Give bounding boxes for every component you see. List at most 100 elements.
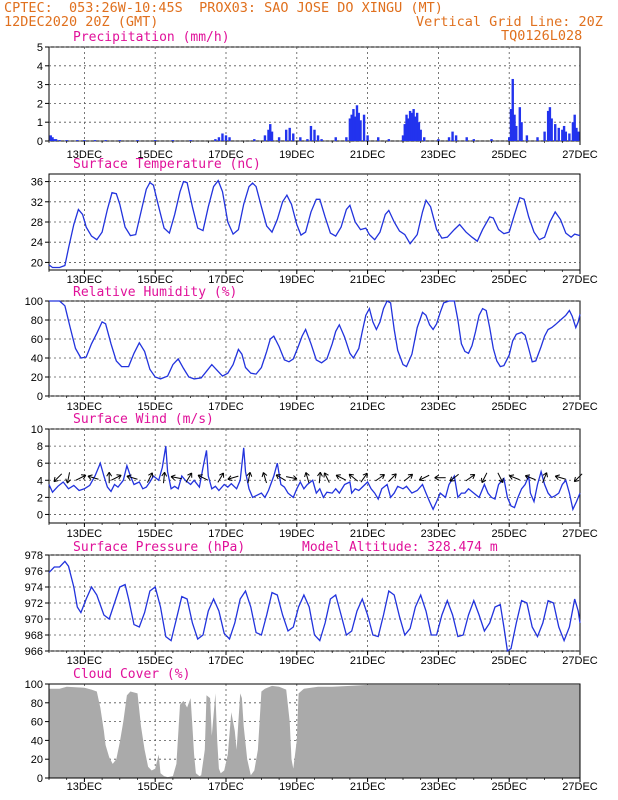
wind-arrow-head	[246, 471, 253, 477]
x-tick-label: 17DEC	[208, 401, 244, 413]
x-tick-label: 15DEC	[137, 781, 173, 793]
wind-arrow-head	[116, 474, 122, 480]
y-tick-label: 20	[31, 372, 43, 384]
precip-bar	[490, 139, 493, 141]
wind-arrow-head	[323, 472, 329, 478]
panel-3: 13DEC 15DEC 17DEC 19DEC 21DEC 23DEC 25DEC 27DEC…	[25, 285, 598, 413]
x-tick-label: 15DEC	[137, 655, 173, 667]
precip-bar	[362, 114, 366, 141]
precip-bar	[306, 139, 309, 141]
wind-arrow	[170, 476, 182, 480]
x-tick-label: 23DEC	[421, 655, 457, 667]
wind-arrow-head	[317, 471, 323, 477]
wind-arrow-head	[391, 473, 397, 479]
x-tick-label: 13DEC	[67, 274, 103, 286]
x-tick-label: 23DEC	[421, 401, 457, 413]
precip-bar	[267, 129, 270, 141]
precip-bar	[354, 116, 357, 141]
wind-arrow-head	[362, 472, 368, 478]
x-tick-label: 25DEC	[491, 149, 527, 161]
x-tick-label: 27DEC	[562, 149, 598, 161]
header-date: 12DEC2020 20Z (GMT)	[4, 14, 159, 30]
x-tick-label: 23DEC	[421, 781, 457, 793]
header-line1: CPTEC: 053:26W-10:45S PROX03: SAO JOSE D…	[4, 0, 443, 16]
wind-arrow	[555, 475, 566, 480]
wind-arrow	[185, 472, 193, 483]
precip-bar	[313, 129, 316, 141]
panel-6: 13DEC 15DEC 17DEC 19DEC 21DEC 23DEC 25DEC 27DEC…	[25, 667, 598, 793]
wind-arrow	[66, 472, 71, 484]
wind-arrow	[318, 472, 321, 484]
wind-arrow-head	[304, 472, 310, 478]
precip-bar	[49, 135, 52, 141]
panel-title: Relative Humidity (%)	[73, 285, 237, 300]
y-tick-label: 1	[37, 117, 43, 129]
precip-bar	[228, 137, 231, 141]
wind-arrow	[449, 473, 459, 482]
x-tick-label: 19DEC	[279, 655, 315, 667]
y-tick-label: 4	[37, 475, 43, 487]
wind-arrow	[126, 475, 138, 480]
wind-arrow	[285, 476, 297, 480]
y-tick-label: 968	[25, 630, 43, 642]
y-tick-label: 5	[37, 42, 43, 54]
panel-2: 13DEC 15DEC 17DEC 19DEC 21DEC 23DEC 25DEC 27DEC…	[31, 157, 598, 286]
y-tick-label: 0	[37, 509, 43, 521]
precip-bar	[407, 118, 410, 141]
panel-frame-top	[48, 683, 581, 779]
precip-bar	[76, 140, 79, 141]
series-line	[48, 179, 581, 269]
x-tick-label: 27DEC	[562, 781, 598, 793]
wind-arrow-head	[407, 473, 414, 479]
precip-bar	[171, 140, 175, 141]
wind-arrow-head	[81, 474, 87, 480]
wind-arrow	[388, 473, 397, 482]
precip-bar	[104, 140, 107, 141]
precip-bar	[93, 140, 97, 141]
x-tick-label: 21DEC	[350, 149, 386, 161]
wind-arrow-head	[379, 474, 385, 480]
precip-bar	[546, 110, 550, 141]
wind-arrow-head	[126, 474, 132, 481]
y-tick-label: 20	[31, 754, 43, 766]
y-tick-label: 974	[25, 582, 43, 594]
x-tick-label: 19DEC	[279, 401, 315, 413]
wind-arrow-head	[187, 472, 193, 478]
x-tick-label: 21DEC	[350, 781, 386, 793]
precip-bar	[447, 137, 451, 141]
x-tick-label: 15DEC	[137, 274, 173, 286]
y-tick-label: 80	[31, 698, 43, 710]
x-tick-label: 17DEC	[208, 655, 244, 667]
y-tick-label: 978	[25, 550, 43, 562]
precip-bar	[270, 131, 274, 141]
wind-arrow	[111, 474, 122, 481]
precip-bar	[571, 122, 575, 141]
wind-arrow-head	[65, 478, 71, 484]
precip-bar	[412, 109, 415, 141]
wind-arrow	[163, 472, 166, 484]
panel-title: Surface Wind (m/s)	[73, 412, 214, 427]
wind-arrow-head	[335, 474, 341, 480]
series-line	[49, 300, 581, 380]
wind-arrow	[525, 475, 536, 481]
x-tick-label: 27DEC	[562, 655, 598, 667]
wind-arrow	[305, 472, 310, 484]
wind-arrow	[481, 472, 488, 483]
wind-arrow-head	[170, 474, 176, 481]
x-tick-label: 15DEC	[137, 528, 173, 540]
wind-arrow	[275, 474, 286, 481]
wind-arrow-head	[148, 472, 154, 478]
precip-bar	[154, 140, 157, 141]
cloud-cover-area	[49, 684, 580, 778]
precip-bar	[454, 135, 458, 141]
y-tick-label: 36	[31, 177, 43, 189]
x-tick-label: 17DEC	[208, 781, 244, 793]
precip-bar	[472, 139, 475, 141]
y-tick-label: 2	[37, 492, 43, 504]
wind-arrow-head	[197, 474, 203, 480]
precip-bar	[410, 112, 414, 141]
x-tick-label: 15DEC	[137, 401, 173, 413]
wind-arrow-head	[524, 474, 531, 480]
wind-arrow-head	[418, 475, 425, 482]
panel-5: 13DEC 15DEC 17DEC 19DEC 21DEC 23DEC 25DEC 27DEC…	[25, 540, 598, 667]
